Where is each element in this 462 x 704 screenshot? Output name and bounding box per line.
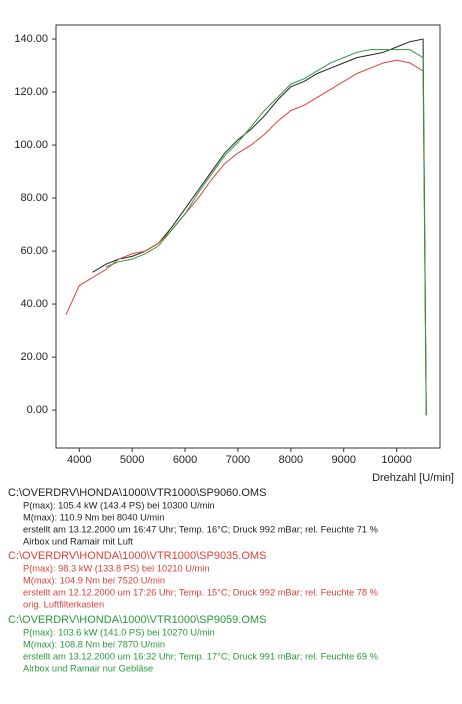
- legend-detail: P(max): 103.6 kW (141.0 PS) bei 10270 U/…: [23, 627, 215, 637]
- y-tick-label: 100.00: [14, 139, 48, 151]
- legend-detail: erstellt am 13.12.2000 um 16:47 Uhr; Tem…: [23, 524, 378, 534]
- legend-entry: C:\OVERDRV\HONDA\1000\VTR1000\SP9059.OMS: [8, 614, 266, 626]
- y-tick-label: 80.00: [20, 192, 48, 204]
- x-tick-label: 10000: [381, 454, 412, 466]
- series-line: [65, 59, 427, 416]
- y-tick-label: 60.00: [20, 245, 48, 257]
- x-tick-label: 8000: [279, 454, 303, 466]
- legend-detail: M(max): 110.9 Nm bei 8040 U/min: [23, 512, 164, 522]
- legend-detail: erstellt am 12.12.2000 um 17:26 Uhr; Tem…: [23, 587, 378, 597]
- x-axis-label: Drehzahl [U/min]: [372, 472, 454, 484]
- legend-detail: orig. Luftfilterkasten: [23, 599, 104, 609]
- y-tick-label: 120.00: [14, 86, 48, 98]
- legend-detail: Airbox und Ramair mit Luft: [23, 536, 133, 546]
- legend-detail: M(max): 104.9 Nm bei 7520 U/min: [23, 575, 165, 585]
- y-tick-label: 40.00: [20, 298, 48, 310]
- x-tick-label: 6000: [173, 454, 197, 466]
- legend-entry: C:\OVERDRV\HONDA\1000\VTR1000\SP9060.OMS: [8, 487, 266, 499]
- legend-detail: Airbox und Ramair nur Gebläse: [23, 663, 153, 673]
- x-tick-label: 9000: [331, 454, 355, 466]
- legend-entry: C:\OVERDRV\HONDA\1000\VTR1000\SP9035.OMS: [8, 550, 266, 562]
- y-tick-label: 0.00: [27, 404, 48, 416]
- plot-frame: [55, 24, 441, 449]
- legend-detail: M(max): 108.8 Nm bei 7870 U/min: [23, 639, 165, 649]
- legend-detail: P(max): 98.3 kW (133.8 PS) bei 10210 U/m…: [23, 563, 210, 573]
- y-tick-label: 140.00: [14, 33, 48, 45]
- x-tick-label: 4000: [67, 454, 91, 466]
- series-line: [105, 49, 427, 416]
- legend-detail: P(max): 105.4 kW (143.4 PS) bei 10300 U/…: [23, 500, 215, 510]
- y-tick-label: 20.00: [20, 351, 48, 363]
- x-tick-label: 5000: [120, 454, 144, 466]
- series-line: [92, 38, 427, 416]
- x-tick-label: 7000: [226, 454, 250, 466]
- legend-detail: erstellt am 13.12.2000 um 16:32 Uhr; Tem…: [23, 651, 378, 661]
